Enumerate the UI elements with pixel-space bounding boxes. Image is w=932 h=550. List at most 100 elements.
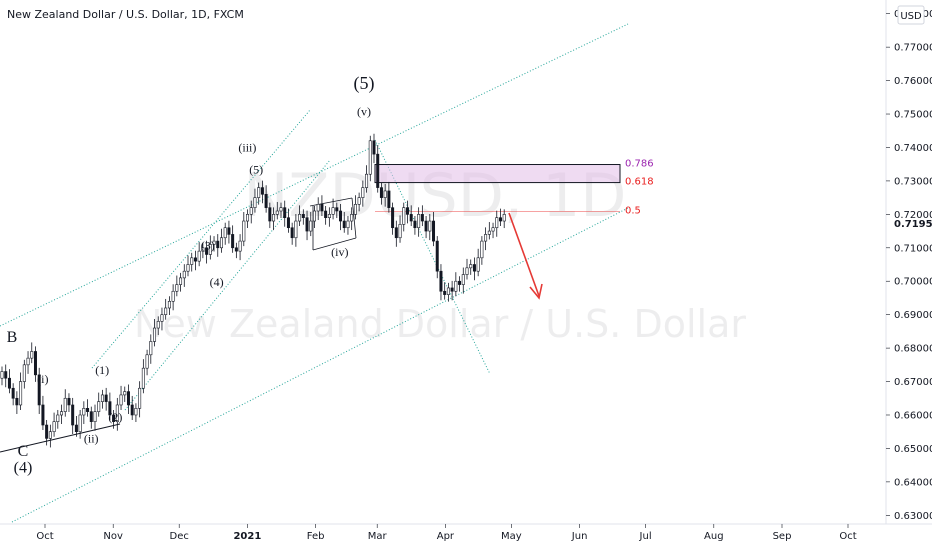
time-tick-label: Nov	[103, 531, 123, 542]
candle-body	[201, 247, 205, 252]
fib-level-label: 0.5	[625, 205, 641, 216]
candle-body	[424, 220, 428, 232]
drawings-layer	[0, 23, 629, 523]
wave-label: (2)	[108, 410, 122, 424]
channel-segment-4	[351, 197, 357, 239]
time-tick-label: Mar	[368, 531, 388, 542]
candle-body	[234, 247, 238, 252]
candle-body	[197, 250, 201, 262]
impulse-upper-line	[91, 109, 311, 369]
candle-body	[223, 227, 227, 239]
time-tick-label: Oct	[839, 531, 856, 542]
price-tick-label: 0.69000	[894, 310, 932, 321]
candle-body	[324, 210, 328, 218]
candle-body	[301, 214, 305, 218]
candle-body	[450, 287, 454, 292]
price-tick-label: 0.67000	[894, 377, 932, 388]
time-tick-label: 2021	[233, 531, 261, 542]
candle-body	[56, 414, 60, 422]
candle-body	[487, 230, 491, 235]
candle-body	[272, 214, 276, 222]
price-tick-label: 0.74000	[894, 143, 932, 154]
candle-body	[439, 270, 443, 292]
price-tick-label: 0.73000	[894, 176, 932, 187]
candle-body	[387, 190, 391, 208]
time-tick-label: May	[501, 531, 522, 542]
fib-zone-box	[374, 164, 621, 184]
candle-body	[260, 187, 264, 195]
candle-body	[4, 371, 8, 379]
candle-body	[19, 381, 23, 406]
candle-body	[175, 284, 179, 292]
candle-body	[193, 257, 197, 262]
candle-body	[379, 187, 383, 198]
candle-body	[435, 240, 439, 272]
candle-body	[365, 173, 369, 188]
upper-channel-line	[0, 23, 629, 327]
candle-body	[227, 227, 231, 235]
price-tick-label: 0.66000	[894, 410, 932, 421]
price-axis[interactable]: 0.780000.770000.760000.750000.740000.730…	[886, 9, 932, 522]
candle-body	[160, 314, 164, 322]
candle-body	[130, 404, 134, 416]
candle-body	[346, 220, 350, 229]
candle-body	[290, 227, 294, 239]
candle-body	[327, 214, 331, 218]
candle-body	[461, 274, 465, 285]
candle-body	[123, 391, 127, 396]
last-price-marker: 0.71955	[894, 219, 932, 230]
currency-badge[interactable]: USD	[897, 5, 925, 25]
wave-label: (1)	[95, 363, 109, 377]
time-tick-label: Oct	[36, 531, 53, 542]
wave-label: (v)	[357, 105, 371, 119]
candle-body	[153, 327, 157, 342]
price-tick-label: 0.65000	[894, 444, 932, 455]
candle-body	[286, 217, 290, 229]
candles-layer	[0, 133, 506, 448]
candle-body	[67, 397, 71, 406]
candle-body	[231, 234, 235, 249]
candle-body	[182, 270, 186, 279]
time-tick-label: Aug	[704, 531, 724, 542]
candle-body	[353, 204, 357, 215]
wave-label: (3)	[201, 238, 215, 252]
candle-body	[253, 197, 257, 208]
time-tick-label: Feb	[307, 531, 325, 542]
candle-body	[149, 341, 153, 356]
candle-body	[22, 364, 26, 382]
price-tick-label: 0.76000	[894, 76, 932, 87]
candle-body	[409, 214, 413, 222]
wave-label: B	[7, 329, 18, 346]
candle-body	[126, 391, 130, 406]
fib-level-label: 0.786	[625, 159, 654, 170]
candle-body	[279, 207, 283, 212]
candle-body	[316, 204, 320, 212]
candle-body	[428, 220, 432, 232]
candle-body	[246, 214, 250, 222]
candle-body	[405, 207, 409, 215]
candle-body	[443, 290, 447, 295]
time-tick-label: Jun	[571, 531, 588, 542]
candle-body	[268, 207, 272, 222]
watermark-name: New Zealand Dollar / U.S. Dollar	[134, 302, 746, 346]
fib-zone: 0.786 0.618 0.5	[374, 159, 654, 216]
candle-body	[112, 414, 116, 422]
price-tick-label: 0.64000	[894, 477, 932, 488]
candle-body	[216, 240, 220, 249]
fib-level-label: 0.618	[625, 177, 654, 188]
candle-body	[476, 257, 480, 272]
candle-body	[361, 187, 365, 198]
candle-body	[141, 367, 145, 389]
price-tick-label: 0.68000	[894, 344, 932, 355]
candle-body	[93, 411, 97, 422]
candle-body	[33, 351, 37, 376]
candle-body	[45, 424, 49, 439]
time-axis[interactable]: Oct Nov Dec 2021 Feb Mar Apr May Jun Jul Aug Sep Oct	[36, 524, 857, 542]
wave-label: (4)	[210, 275, 224, 289]
candle-body	[432, 220, 436, 242]
price-tick-label: 0.71000	[894, 243, 932, 254]
candle-body	[383, 190, 387, 198]
candle-body	[7, 377, 11, 389]
